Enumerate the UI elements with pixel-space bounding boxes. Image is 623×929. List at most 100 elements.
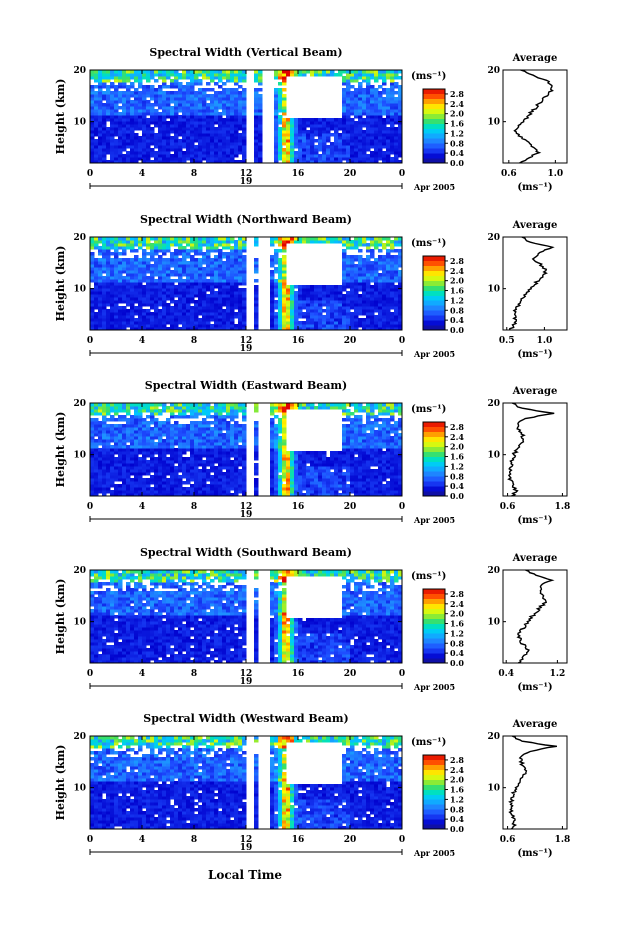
heatmap-cell <box>346 109 351 113</box>
heatmap-cell <box>94 315 99 319</box>
heatmap-cell <box>190 460 195 464</box>
heatmap-cell <box>210 142 215 146</box>
heatmap-cell <box>98 237 103 241</box>
heatmap-cell <box>298 294 303 298</box>
heatmap-cell <box>230 76 235 80</box>
heatmap-cell <box>110 121 115 125</box>
heatmap-cell <box>366 306 371 310</box>
heatmap-cell <box>118 94 123 98</box>
heatmap-cell <box>322 309 327 313</box>
heatmap-cell <box>230 94 235 98</box>
heatmap-cell <box>214 97 219 101</box>
heatmap-cell <box>166 466 171 470</box>
heatmap-cell <box>238 118 243 122</box>
heatmap-cell <box>114 475 119 479</box>
heatmap-cell <box>150 463 155 467</box>
heatmap-cell <box>222 309 227 313</box>
average-frame <box>502 69 568 164</box>
heatmap-cell <box>338 70 343 74</box>
heatmap-cell <box>350 103 355 107</box>
heatmap-cell <box>290 121 295 125</box>
heatmap-cell <box>198 118 203 122</box>
heatmap-cell <box>142 318 147 322</box>
heatmap-cell <box>306 130 311 134</box>
heatmap-cell <box>202 318 207 322</box>
heatmap-cell <box>394 297 399 301</box>
heatmap-cell <box>310 154 315 158</box>
heatmap-cell <box>294 154 299 158</box>
heatmap-cell <box>298 285 303 289</box>
heatmap-cell <box>190 270 195 274</box>
heatmap-cell <box>282 73 287 77</box>
heatmap-cell <box>318 70 323 74</box>
heatmap-cell <box>178 103 183 107</box>
heatmap-cell <box>110 73 115 77</box>
heatmap-cell <box>174 264 179 268</box>
heatmap-cell <box>390 127 395 131</box>
heatmap-cell <box>334 154 339 158</box>
heatmap-cell <box>374 303 379 307</box>
heatmap-cell <box>222 454 227 458</box>
heatmap-cell <box>182 121 187 125</box>
heatmap-cell <box>114 106 119 110</box>
heatmap-cell <box>122 403 127 407</box>
heatmap-cell <box>282 118 287 122</box>
heatmap-cell <box>242 112 247 116</box>
heatmap-cell <box>370 109 375 113</box>
heatmap-cell <box>182 285 187 289</box>
heatmap-cell <box>110 130 115 134</box>
heatmap-cell <box>166 430 171 434</box>
heatmap-cell <box>194 127 199 131</box>
heatmap-cell <box>290 73 295 77</box>
average-unit: (ms⁻¹) <box>517 182 552 193</box>
heatmap-cell <box>154 448 159 452</box>
heatmap-cell <box>230 246 235 250</box>
heatmap-cell <box>94 312 99 316</box>
heatmap-cell <box>162 478 167 482</box>
heatmap-cell <box>102 133 107 137</box>
heatmap-cell <box>114 267 119 271</box>
heatmap-cell <box>190 433 195 437</box>
heatmap-cell <box>234 112 239 116</box>
heatmap-cell <box>398 309 403 313</box>
heatmap-cell <box>202 460 207 464</box>
heatmap-cell <box>242 121 247 125</box>
heatmap-cell <box>230 148 235 152</box>
heatmap-cell <box>118 403 123 407</box>
heatmap-cell <box>118 439 123 443</box>
heatmap-cell <box>398 112 403 116</box>
heatmap-cell <box>110 109 115 113</box>
heatmap-cell <box>238 312 243 316</box>
heatmap-cell <box>334 312 339 316</box>
heatmap-cell <box>138 79 143 83</box>
heatmap-cell <box>190 484 195 488</box>
heatmap-cell <box>94 130 99 134</box>
heatmap-cell <box>346 282 351 286</box>
heatmap-cell <box>110 288 115 292</box>
heatmap-cell <box>254 279 259 283</box>
heatmap-cell <box>226 430 231 434</box>
heatmap-cell <box>366 291 371 295</box>
heatmap-cell <box>98 258 103 262</box>
heatmap-cell <box>234 448 239 452</box>
heatmap-cell <box>182 142 187 146</box>
heatmap-cell <box>134 142 139 146</box>
heatmap-cell <box>370 270 375 274</box>
heatmap-cell <box>90 94 95 98</box>
heatmap-cell <box>366 297 371 301</box>
colorbar-swatch <box>423 128 445 134</box>
heatmap-cell <box>222 279 227 283</box>
heatmap-cell <box>342 312 347 316</box>
heatmap-cell <box>130 124 135 128</box>
heatmap-cell <box>186 300 191 304</box>
heatmap-cell <box>158 157 163 161</box>
heatmap-cell <box>146 133 151 137</box>
heatmap-cell <box>306 324 311 328</box>
heatmap-cell <box>370 76 375 80</box>
heatmap-cell <box>282 318 287 322</box>
heatmap-cell <box>134 433 139 437</box>
heatmap-cell <box>126 157 131 161</box>
heatmap-cell <box>162 490 167 494</box>
heatmap-cell <box>234 279 239 283</box>
heatmap-cell <box>186 76 191 80</box>
